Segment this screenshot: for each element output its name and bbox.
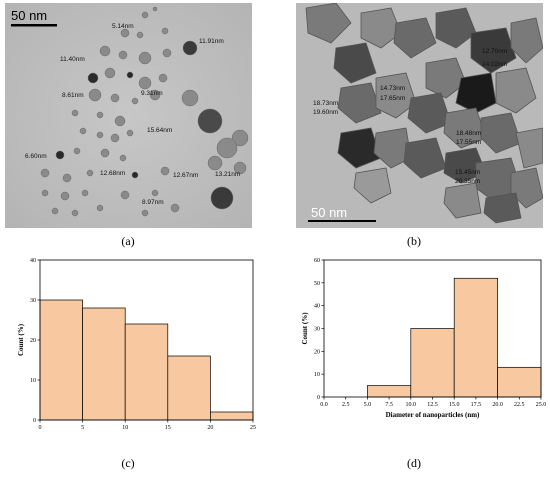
y-tick-label: 50 [314, 281, 320, 287]
measurement-label: 5.14nm [112, 23, 134, 30]
measurement-label: 14.02nm [482, 61, 507, 68]
measurement-label: 17.55nm [456, 139, 481, 146]
x-tick-label: 5 [81, 425, 84, 431]
panel-caption-c: (c) [121, 456, 135, 470]
measurement-label: 14.73nm [380, 85, 405, 92]
tem-image-b: 50 nm 12.70nm 14.02nm 18.73nm 19.60nm 14… [296, 3, 543, 228]
measurement-label: 11.40nm [60, 56, 85, 63]
y-tick-label: 0 [317, 395, 320, 401]
x-tick-label: 25 [250, 425, 256, 431]
x-tick-label: 20 [207, 425, 213, 431]
scale-bar-b [308, 220, 376, 222]
y-tick-label: 30 [314, 327, 320, 333]
measurement-label: 17.65nm [380, 95, 405, 102]
measurement-label: 12.70nm [482, 48, 507, 55]
x-tick-label: 20.0 [492, 402, 503, 408]
y-tick-label: 30 [30, 298, 36, 304]
histogram-chart-c: 0 5 10 15 20 25 0 10 20 30 40 Diameter of nanoparti… [17, 258, 256, 442]
x-tick-label: 25.0 [536, 402, 547, 408]
x-tick-label: 7.5 [385, 402, 393, 408]
y-tick-label: 10 [314, 372, 320, 378]
y-tick-label: 60 [314, 258, 320, 264]
measurement-label: 6.60nm [25, 153, 47, 160]
x-axis-label: Diameter of nanoparticles (nm) [386, 411, 480, 419]
panel-c: 0 5 10 15 20 25 0 10 20 30 40 Diameter of nanoparti… [0, 250, 270, 470]
tem-image-b-canvas: 50 nm 12.70nm 14.02nm 18.73nm 19.60nm 14… [296, 3, 543, 228]
x-tick-label: 15.0 [449, 402, 460, 408]
x-tick-label: 10 [122, 425, 128, 431]
measurement-label: 8.97nm [142, 199, 164, 206]
histogram-chart-d: 0.0 2.5 5.0 7.5 10.0 12.5 15.0 17.5 20.0 22.5 25.0… [301, 258, 547, 419]
y-tick-label: 20 [30, 338, 36, 344]
x-tick-label: 5.0 [364, 402, 372, 408]
histogram-bar [82, 307, 126, 421]
y-axis-label: Count (%) [17, 323, 25, 356]
x-axis-label: Diameter of nanoparticles (nm) [100, 434, 194, 435]
measurement-label: 8.61nm [62, 92, 84, 99]
y-tick-label: 20 [314, 349, 320, 355]
scale-bar-a [11, 24, 57, 27]
panel-d: 0.0 2.5 5.0 7.5 10.0 12.5 15.0 17.5 20.0 22.5 25.0… [280, 250, 550, 470]
y-tick-label: 40 [30, 258, 36, 264]
scale-bar-label-a: 50 nm [11, 8, 47, 23]
panel-caption-a: (a) [121, 234, 135, 248]
histogram-bar [497, 366, 542, 398]
x-tick-label: 22.5 [514, 402, 525, 408]
measurement-label: 18.73nm [313, 100, 338, 107]
histogram-bar [367, 385, 412, 398]
measurement-label: 12.67nm [173, 172, 198, 179]
measurement-label: 15.64nm [147, 127, 172, 134]
measurement-label: 20.35nm [455, 178, 480, 185]
measurement-label: 18.48nm [456, 130, 481, 137]
measurement-label: 12.68nm [100, 170, 125, 177]
histogram-bar [39, 299, 83, 421]
measurement-label: 19.60nm [313, 109, 338, 116]
x-tick-label: 0 [39, 425, 42, 431]
scale-bar-label-b: 50 nm [311, 205, 347, 220]
histogram-bar [210, 411, 254, 421]
x-tick-label: 17.5 [471, 402, 482, 408]
histogram-bar [410, 328, 455, 398]
x-tick-label: 10.0 [406, 402, 417, 408]
y-tick-label: 10 [30, 378, 36, 384]
panel-caption-d: (d) [407, 456, 421, 470]
measurement-label: 13.21nm [215, 171, 240, 178]
tem-image-a: 50 nm 5.14nm 11.91nm 11.40nm 8.61nm 9.31… [5, 3, 252, 228]
y-tick-label: 40 [314, 304, 320, 310]
tem-image-a-canvas: 50 nm 5.14nm 11.91nm 11.40nm 8.61nm 9.31… [5, 3, 252, 228]
panel-caption-b: (b) [407, 234, 421, 248]
measurement-label: 9.31nm [141, 90, 163, 97]
measurement-label: 15.45nm [455, 169, 480, 176]
x-tick-label: 2.5 [342, 402, 350, 408]
histogram-bar [453, 277, 498, 398]
histogram-bar [124, 323, 169, 421]
x-tick-label: 12.5 [427, 402, 438, 408]
x-tick-label: 15 [165, 425, 171, 431]
x-tick-label: 0.0 [320, 402, 328, 408]
histogram-bar [167, 355, 211, 421]
y-axis-label: Count (%) [301, 312, 309, 345]
measurement-label: 11.91nm [199, 38, 224, 45]
y-tick-label: 0 [33, 418, 36, 424]
